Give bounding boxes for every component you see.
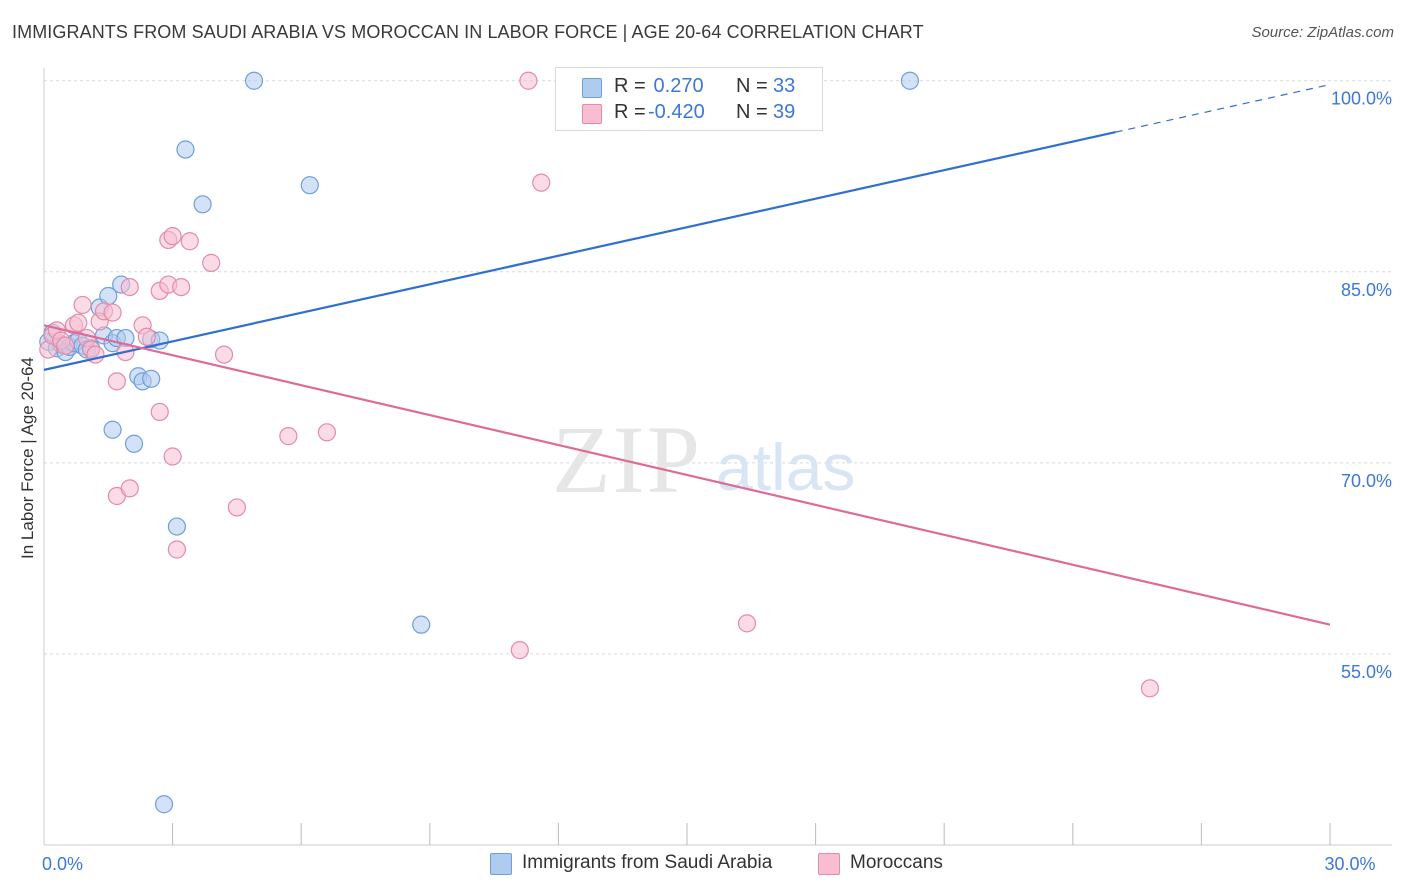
saudi-point <box>154 795 174 814</box>
moroccan-point <box>150 402 169 422</box>
moroccan-point <box>180 232 199 251</box>
moroccan-point <box>163 227 182 246</box>
legend-r-label: R = <box>614 101 646 123</box>
legend-n-value: 39 <box>773 101 796 123</box>
saudi-point <box>412 615 431 634</box>
y-tick-label: 100.0% <box>1331 89 1392 109</box>
legend-swatch-moroccan <box>582 104 602 124</box>
x-tick-label: 0.0% <box>42 854 83 874</box>
y-tick-label: 55.0% <box>1341 662 1392 682</box>
legend-r-value: -0.420 <box>648 101 705 123</box>
moroccan-trendline <box>43 324 1331 626</box>
moroccan-point <box>510 641 529 660</box>
saudi-point <box>103 420 122 439</box>
moroccan-point <box>519 71 538 90</box>
moroccan-point <box>1140 679 1160 698</box>
moroccan-point <box>120 277 139 297</box>
legend-label-saudi: Immigrants from Saudi Arabia <box>522 852 773 873</box>
chart-title: IMMIGRANTS FROM SAUDI ARABIA VS MOROCCAN… <box>12 22 924 42</box>
saudi-point <box>176 140 195 159</box>
legend-swatch-saudi <box>490 853 512 875</box>
saudi-point <box>124 434 144 453</box>
moroccan-point <box>214 345 234 364</box>
saudi-point <box>300 176 319 195</box>
moroccan-point <box>532 173 551 192</box>
legend-row-saudi: R = 0.270 N = 33 <box>556 74 822 100</box>
moroccan-point <box>317 423 337 442</box>
moroccan-point <box>202 253 221 272</box>
moroccan-point <box>120 479 139 498</box>
series-legend: Immigrants from Saudi Arabia Moroccans <box>0 852 1406 878</box>
source-credit: Source: ZipAtlas.com <box>1251 24 1394 41</box>
moroccan-point <box>279 427 298 446</box>
y-axis-label: In Labor Force | Age 20-64 <box>18 357 37 559</box>
legend-swatch-saudi <box>582 78 602 98</box>
saudi-trendline-extension <box>1115 83 1331 133</box>
saudi-point <box>167 517 186 536</box>
legend-r-label: R = <box>614 75 646 97</box>
legend-row-moroccan: R = -0.420 N = 39 <box>556 100 822 126</box>
moroccan-point <box>69 313 88 332</box>
saudi-point <box>193 195 212 214</box>
legend-n-label: N = <box>736 75 768 97</box>
moroccan-point <box>137 327 156 346</box>
moroccan-point <box>172 277 191 297</box>
y-tick-label: 85.0% <box>1341 280 1392 300</box>
moroccan-point <box>227 498 246 517</box>
saudi-point <box>142 369 161 388</box>
saudi-point <box>244 71 264 90</box>
saudi-trendline <box>43 131 1116 371</box>
moroccan-point <box>56 336 75 355</box>
watermark-atlas: atlas <box>716 430 855 504</box>
legend-swatch-moroccans <box>818 853 840 875</box>
moroccan-point <box>103 303 122 322</box>
legend-n-value: 33 <box>773 75 796 97</box>
moroccan-point <box>737 614 757 633</box>
moroccan-point <box>167 540 186 559</box>
moroccan-point <box>163 447 182 466</box>
stats-legend: R = 0.270 N = 33 R = -0.420 N = 39 <box>555 67 823 131</box>
legend-n-label: N = <box>736 101 768 123</box>
saudi-point <box>900 71 920 90</box>
moroccan-point <box>73 295 92 315</box>
moroccan-point <box>107 372 126 391</box>
x-tick-label: 30.0% <box>1324 854 1375 874</box>
watermark-zip: ZIP <box>552 406 702 513</box>
legend-label-moroccans: Moroccans <box>850 852 943 873</box>
y-tick-label: 70.0% <box>1341 471 1392 491</box>
legend-r-value: 0.270 <box>648 75 704 97</box>
